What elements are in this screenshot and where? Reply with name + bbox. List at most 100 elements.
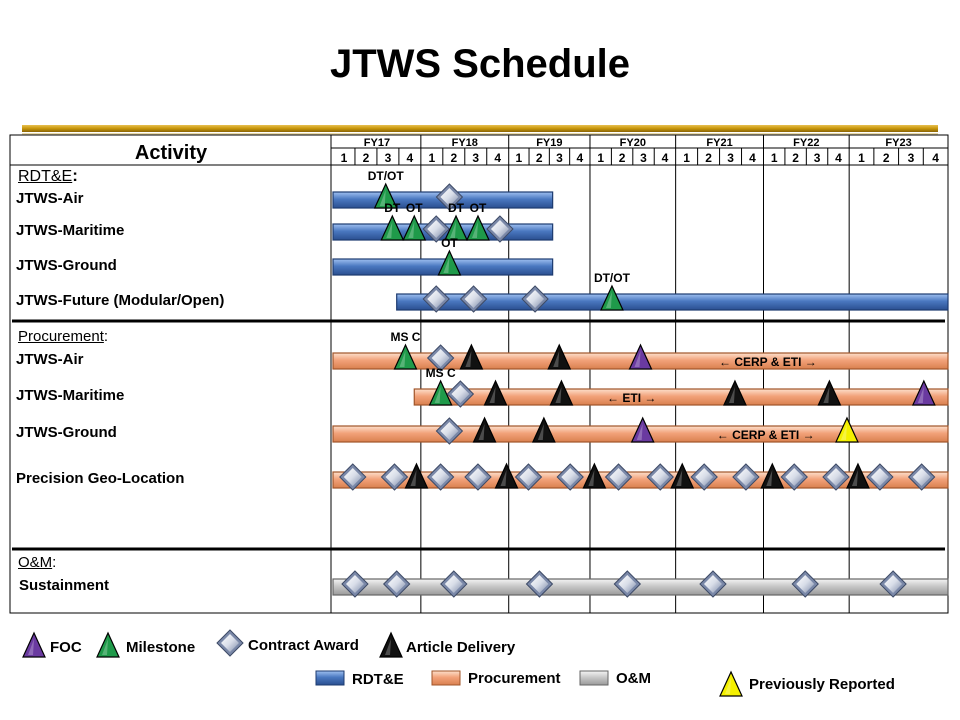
row-label: Precision Geo-Location [16,470,185,487]
contract-award-marker [613,570,642,598]
contract-award-marker [556,463,584,491]
delivery-marker [817,379,842,406]
quarter-label: 2 [536,151,543,165]
quarter-label: 1 [516,151,523,165]
legend-previous: Previously Reported [749,676,895,693]
delivery-marker [483,379,508,406]
foc-marker [911,379,936,406]
marker-label: DT/OT [368,169,405,183]
delivery-marker [760,462,785,489]
fy-header-FY18: FY18 [452,137,478,149]
quarter-label: 2 [619,151,626,165]
procurement-legend-swatch [431,670,461,686]
contract-award-marker [380,463,409,491]
contract-award-marker [879,570,907,598]
quarter-label: 4 [494,151,501,165]
contract-award-marker [426,463,455,491]
quarter-label: 4 [835,151,842,165]
section-header-om: O&M: [18,554,57,571]
quarter-label: 3 [908,151,915,165]
quarter-label: 3 [640,151,647,165]
om-legend-swatch [579,670,609,686]
contract-award-marker [646,463,674,491]
row-label: JTWS-Ground [16,257,117,274]
row-label: JTWS-Air [16,351,84,368]
delivery-marker [549,379,574,406]
delivery-marker [547,343,572,370]
quarter-label: 2 [450,151,457,165]
legend-layer [22,629,743,697]
contract-award-marker [446,380,475,408]
marker-label: MS C [390,330,420,344]
fy-header-FY20: FY20 [620,137,646,149]
marker-label: OT [441,236,458,250]
contract-award-marker [435,417,464,445]
legend-procurement: Procurement [468,670,561,687]
quarter-label: 2 [883,151,890,165]
marker-label: DT [384,201,401,215]
quarter-label: 4 [932,151,939,165]
schedule-bar-om [332,578,949,596]
foc-marker [630,416,655,443]
milestone-marker [466,214,490,241]
row-label: JTWS-Maritime [16,222,125,239]
contract-award-marker [486,215,514,243]
quarter-label: 3 [727,151,734,165]
milestone-marker [402,214,427,241]
quarter-label: 1 [341,151,348,165]
row-label: Sustainment [19,577,110,594]
contract-award-marker [422,285,450,313]
delivery-marker [723,379,747,406]
marker-label: MS C [426,366,456,380]
rdte-legend-swatch [315,670,345,686]
quarter-label: 4 [576,151,583,165]
gold-rule [22,125,938,132]
quarter-label: 2 [363,151,370,165]
milestone-marker [428,379,453,406]
bar-annotation: ← CERP & ETI → [719,355,817,369]
quarter-label: 1 [858,151,865,165]
quarter-label: 3 [385,151,392,165]
quarter-label: 1 [683,151,690,165]
delivery-marker [670,462,695,489]
milestone-marker [393,343,418,370]
marker-label: DT [448,201,465,215]
contract-award-marker [690,463,718,491]
fy-header-FY21: FY21 [706,137,732,149]
row-label: JTWS-Future (Modular/Open) [16,292,225,309]
contract-award-marker [780,463,808,491]
article-delivery-legend-icon [379,631,403,658]
milestone-marker [600,284,624,311]
fy-header-FY17: FY17 [364,137,390,149]
section-header-procurement: Procurement: [18,328,109,345]
markers-layer: DT/OT DT OT DT OT OT DT/OT ← CERP & ETI → MS C ← … [339,169,936,598]
contract-award-marker [732,463,760,491]
contract-award-marker [459,285,488,313]
milestone-marker [444,214,468,241]
milestone-marker [380,214,405,241]
contract-award-marker [426,344,455,372]
contract-award-marker [464,463,492,491]
section-header-rdte: RDT&E: [18,166,78,185]
quarter-label: 3 [814,151,821,165]
table-frame [9,134,949,614]
contract-award-marker [822,463,850,491]
legend-rdte: RDT&E [352,671,404,688]
milestone-marker [373,182,398,209]
delivery-marker [494,462,519,489]
quarter-label: 4 [407,151,414,165]
bar-annotation: ← ETI → [607,391,656,405]
contract-award-marker [382,570,411,598]
legend-milestone: Milestone [126,639,196,656]
fy-header-FY22: FY22 [793,137,819,149]
quarter-label: 1 [771,151,778,165]
contract-award-marker [339,463,367,491]
row-label: JTWS-Air [16,190,84,207]
delivery-marker [472,416,497,443]
fy-header-FY19: FY19 [536,137,562,149]
quarter-label: 1 [597,151,604,165]
foc-legend-icon [22,631,46,658]
row-label: JTWS-Ground [16,424,117,441]
